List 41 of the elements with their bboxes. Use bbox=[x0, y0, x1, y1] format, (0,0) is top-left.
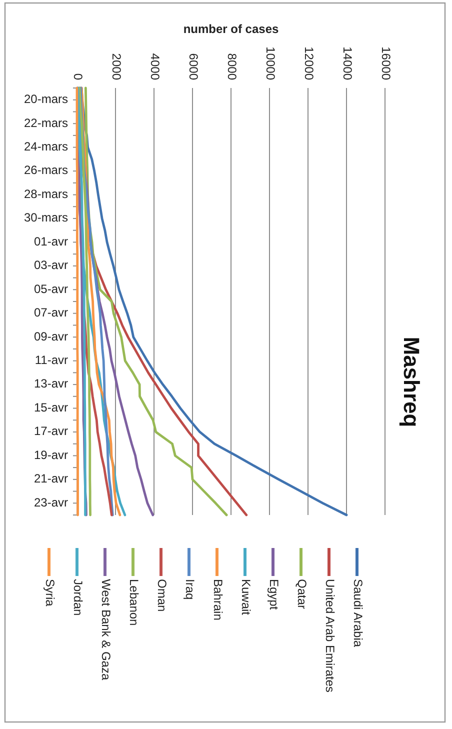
legend-label: Egypt bbox=[266, 579, 281, 610]
y-tick-label: 26-mars bbox=[24, 163, 68, 178]
legend-label: Saudi Arabia bbox=[350, 579, 365, 648]
legend-label: Lebanon bbox=[126, 579, 141, 626]
legend-label: United Arab Emirates bbox=[322, 579, 337, 692]
x-tick-label: 0 bbox=[70, 73, 85, 80]
x-tick-label: 12000 bbox=[302, 46, 316, 80]
y-tick-label: 07-avr bbox=[34, 306, 68, 320]
x-tick-label: 4000 bbox=[148, 53, 162, 80]
y-tick-label: 13-avr bbox=[34, 376, 68, 391]
x-tick-label: 10000 bbox=[263, 46, 278, 80]
y-tick-label: 21-avr bbox=[34, 472, 68, 486]
y-tick-label: 20-mars bbox=[24, 92, 68, 106]
x-axis-title: number of cases bbox=[183, 22, 280, 36]
legend-label: Bahrain bbox=[210, 579, 225, 620]
y-tick-label: 30-mars bbox=[24, 210, 68, 225]
y-tick-label: 22-mars bbox=[24, 116, 68, 130]
legend-label: Oman bbox=[154, 579, 169, 612]
legend-label: Kuwait bbox=[238, 579, 253, 616]
y-tick-label: 01-avr bbox=[34, 234, 68, 248]
y-tick-label: 28-mars bbox=[24, 186, 68, 201]
x-tick-label: 14000 bbox=[340, 46, 354, 80]
legend-label: Jordan bbox=[70, 579, 85, 616]
legend-label: Iraq bbox=[182, 579, 197, 600]
legend-label: West Bank & Gaza bbox=[98, 579, 113, 680]
text: Mashreq bbox=[399, 336, 424, 428]
x-tick-label: 2000 bbox=[109, 53, 124, 80]
y-tick-label: 24-mars bbox=[24, 139, 68, 154]
legend-label: Syria bbox=[42, 579, 57, 607]
y-tick-label: 19-avr bbox=[34, 448, 68, 462]
y-tick-label: 23-avr bbox=[34, 495, 68, 510]
x-tick-label: 6000 bbox=[186, 53, 200, 80]
y-tick-label: 09-avr bbox=[34, 329, 68, 344]
y-tick-label: 11-avr bbox=[34, 352, 68, 367]
y-tick-label: 17-avr bbox=[34, 424, 68, 438]
x-tick-label: 8000 bbox=[224, 53, 239, 80]
x-tick-label: 16000 bbox=[378, 46, 393, 80]
y-tick-label: 05-avr bbox=[34, 282, 68, 296]
legend-label: Qatar bbox=[294, 579, 309, 610]
y-tick-label: 03-avr bbox=[34, 258, 68, 272]
y-tick-label: 15-avr bbox=[34, 400, 68, 414]
